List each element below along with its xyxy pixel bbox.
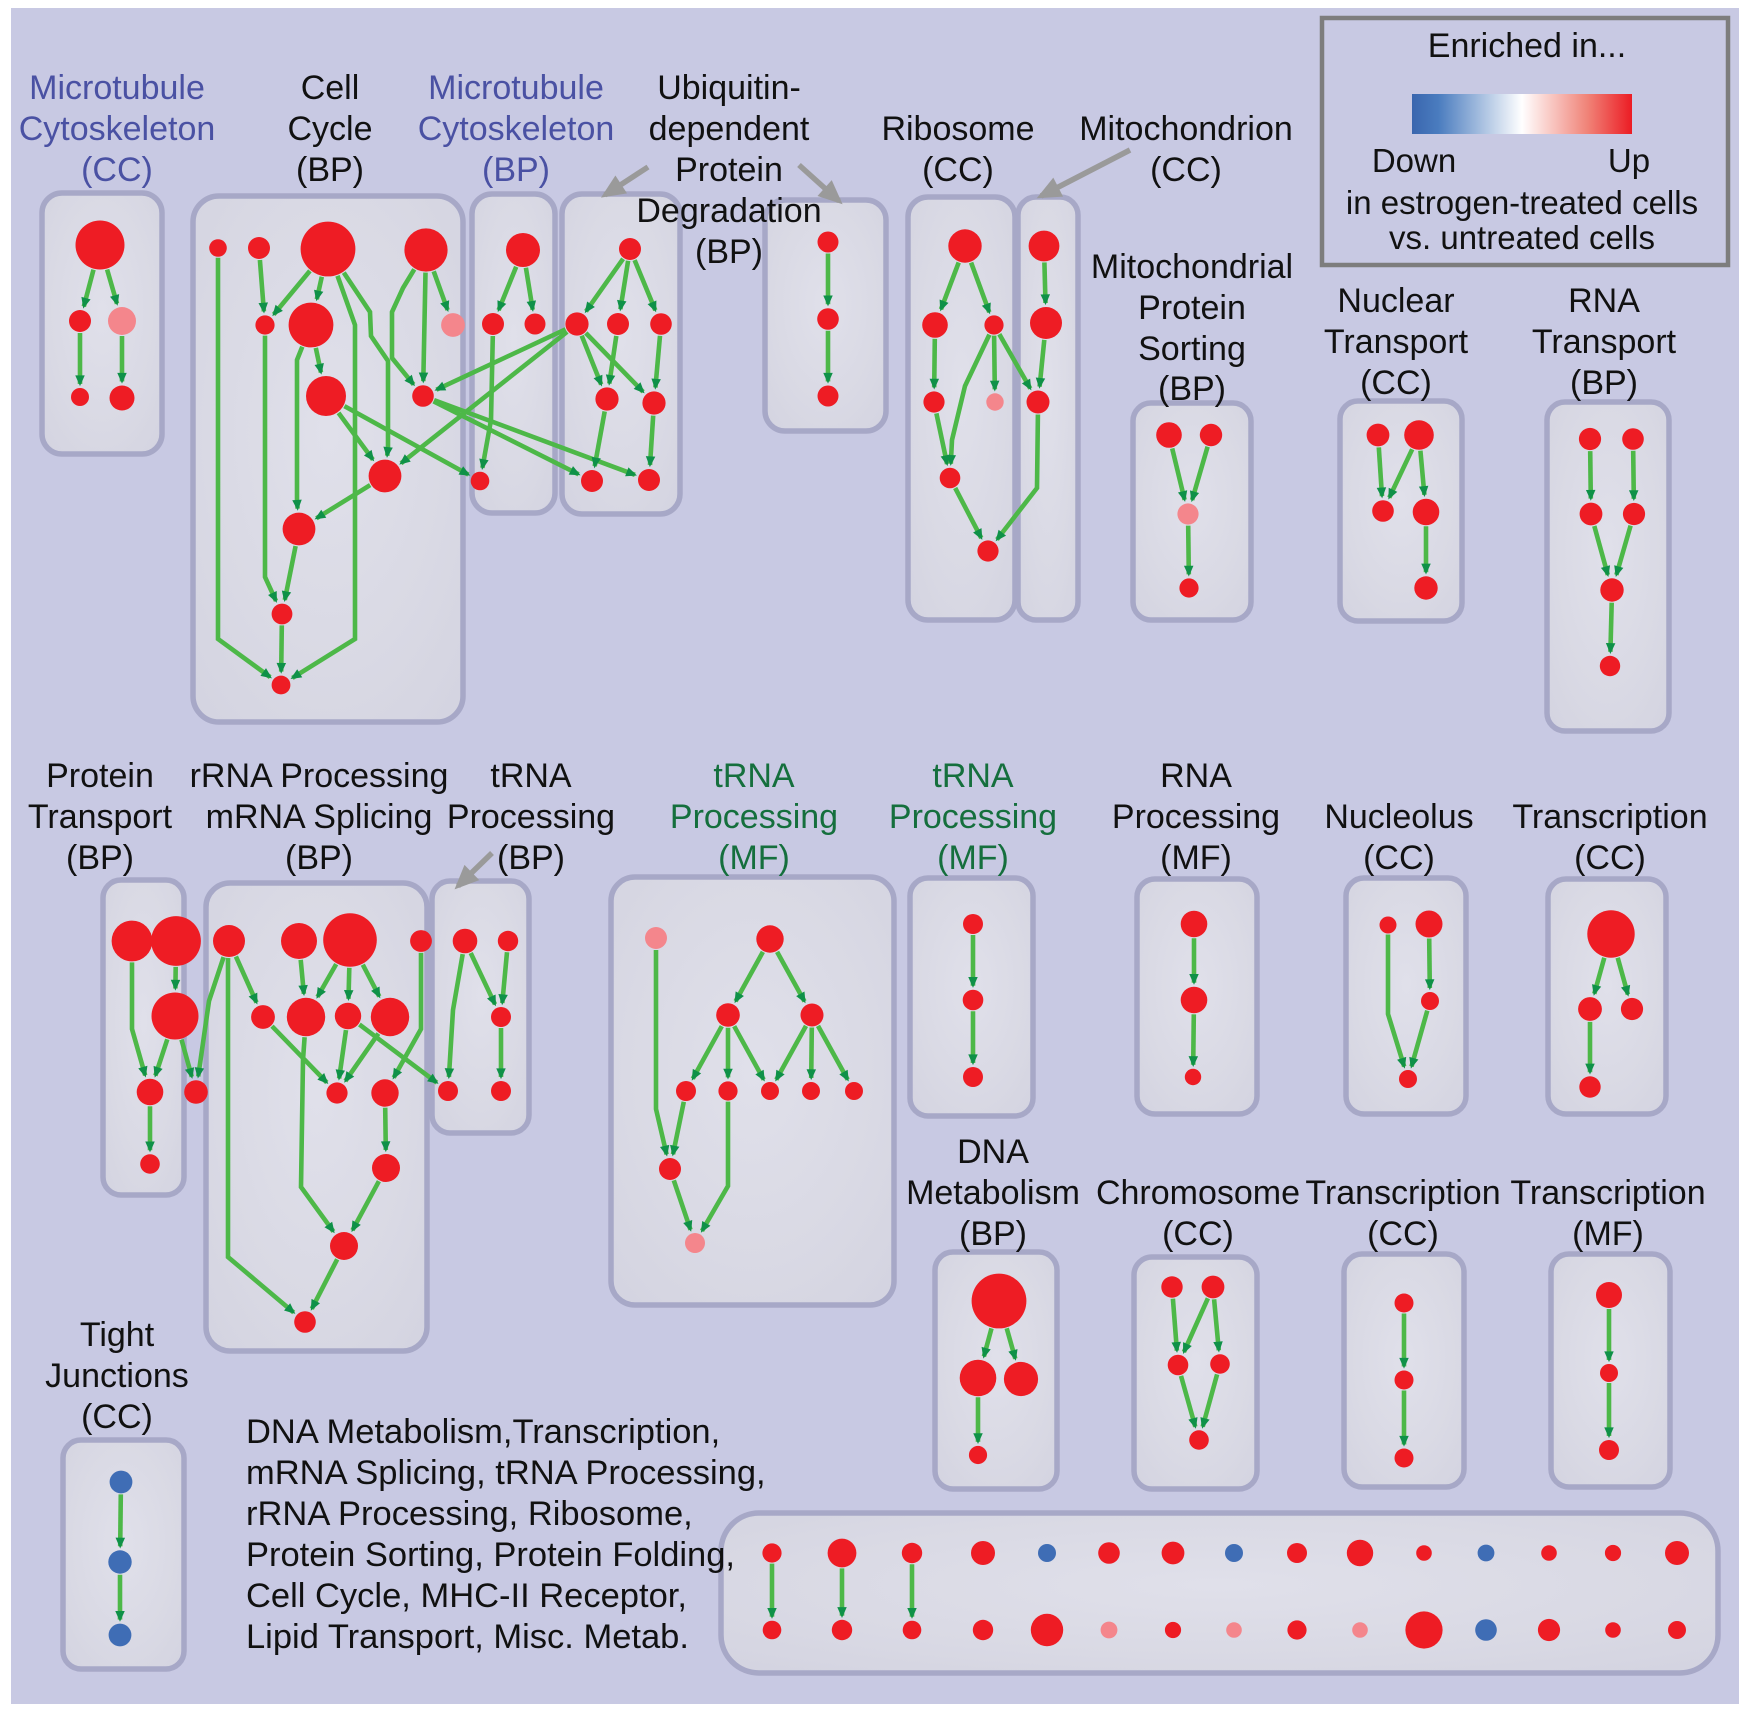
svg-text:Up: Up (1608, 142, 1650, 179)
svg-text:Transcription: Transcription (1305, 1174, 1500, 1212)
svg-text:Protein Sorting, Protein Foldi: Protein Sorting, Protein Folding, (246, 1536, 735, 1574)
svg-text:Chromosome: Chromosome (1096, 1174, 1300, 1212)
svg-text:Nucleolus: Nucleolus (1324, 798, 1473, 836)
svg-text:(BP): (BP) (959, 1215, 1027, 1253)
svg-text:Cytoskeleton: Cytoskeleton (418, 110, 615, 148)
svg-text:Transport: Transport (28, 798, 173, 836)
svg-text:Degradation: Degradation (636, 192, 821, 230)
svg-text:Processing: Processing (889, 798, 1057, 836)
svg-text:RNA: RNA (1568, 282, 1640, 320)
svg-text:(BP): (BP) (66, 839, 134, 877)
svg-text:in estrogen-treated cells: in estrogen-treated cells (1346, 184, 1698, 221)
svg-text:Mitochondrion: Mitochondrion (1079, 110, 1293, 148)
svg-text:(CC): (CC) (1574, 839, 1646, 877)
svg-text:(MF): (MF) (718, 839, 790, 877)
svg-text:tRNA: tRNA (713, 757, 795, 795)
svg-text:Metabolism: Metabolism (906, 1174, 1080, 1212)
svg-text:tRNA: tRNA (932, 757, 1014, 795)
svg-text:(MF): (MF) (937, 839, 1009, 877)
svg-text:Protein: Protein (675, 151, 783, 189)
svg-text:Processing: Processing (670, 798, 838, 836)
svg-text:Enriched in...: Enriched in... (1428, 27, 1626, 65)
svg-text:Transcription: Transcription (1512, 798, 1707, 836)
svg-text:(MF): (MF) (1160, 839, 1232, 877)
svg-text:Processing: Processing (447, 798, 615, 836)
svg-text:(CC): (CC) (1360, 364, 1432, 402)
svg-text:(BP): (BP) (482, 151, 550, 189)
svg-text:Processing: Processing (1112, 798, 1280, 836)
svg-text:Lipid Transport, Misc. Metab.: Lipid Transport, Misc. Metab. (246, 1618, 689, 1656)
svg-text:(CC): (CC) (1367, 1215, 1439, 1253)
svg-text:Transport: Transport (1532, 323, 1677, 361)
svg-text:vs. untreated cells: vs. untreated cells (1389, 219, 1655, 256)
svg-text:(BP): (BP) (1158, 370, 1226, 408)
svg-text:(CC): (CC) (922, 151, 994, 189)
svg-text:Mitochondrial: Mitochondrial (1091, 248, 1293, 286)
svg-text:(BP): (BP) (695, 233, 763, 271)
svg-text:(BP): (BP) (1570, 364, 1638, 402)
svg-text:dependent: dependent (649, 110, 810, 148)
svg-text:Sorting: Sorting (1138, 330, 1246, 368)
svg-text:Cell Cycle, MHC-II Receptor,: Cell Cycle, MHC-II Receptor, (246, 1577, 687, 1615)
svg-text:Protein: Protein (46, 757, 154, 795)
svg-text:Microtubule: Microtubule (29, 69, 205, 107)
svg-text:(CC): (CC) (1162, 1215, 1234, 1253)
svg-text:DNA Metabolism,Transcription,: DNA Metabolism,Transcription, (246, 1413, 720, 1451)
svg-text:(CC): (CC) (81, 151, 153, 189)
svg-text:rRNA Processing: rRNA Processing (190, 757, 449, 795)
svg-text:(BP): (BP) (497, 839, 565, 877)
svg-text:RNA: RNA (1160, 757, 1232, 795)
svg-text:Ribosome: Ribosome (881, 110, 1034, 148)
svg-text:(CC): (CC) (1150, 151, 1222, 189)
svg-text:Junctions: Junctions (45, 1357, 189, 1395)
svg-text:Cell: Cell (301, 69, 360, 107)
svg-text:Transport: Transport (1324, 323, 1469, 361)
svg-text:Microtubule: Microtubule (428, 69, 604, 107)
svg-text:DNA: DNA (957, 1133, 1029, 1171)
svg-text:(BP): (BP) (296, 151, 364, 189)
svg-text:Ubiquitin-: Ubiquitin- (657, 69, 801, 107)
svg-text:(BP): (BP) (285, 839, 353, 877)
svg-text:Tight: Tight (80, 1316, 155, 1354)
svg-text:(MF): (MF) (1572, 1215, 1644, 1253)
svg-text:tRNA: tRNA (490, 757, 572, 795)
svg-text:Cytoskeleton: Cytoskeleton (19, 110, 216, 148)
svg-text:rRNA Processing, Ribosome,: rRNA Processing, Ribosome, (246, 1495, 693, 1533)
svg-text:Cycle: Cycle (287, 110, 372, 148)
svg-text:(CC): (CC) (1363, 839, 1435, 877)
svg-text:Down: Down (1372, 142, 1456, 179)
svg-text:Transcription: Transcription (1510, 1174, 1705, 1212)
svg-text:(CC): (CC) (81, 1398, 153, 1436)
svg-text:Nuclear: Nuclear (1337, 282, 1454, 320)
svg-text:mRNA Splicing: mRNA Splicing (206, 798, 433, 836)
svg-text:mRNA Splicing, tRNA Processing: mRNA Splicing, tRNA Processing, (246, 1454, 766, 1492)
svg-text:Protein: Protein (1138, 289, 1246, 327)
